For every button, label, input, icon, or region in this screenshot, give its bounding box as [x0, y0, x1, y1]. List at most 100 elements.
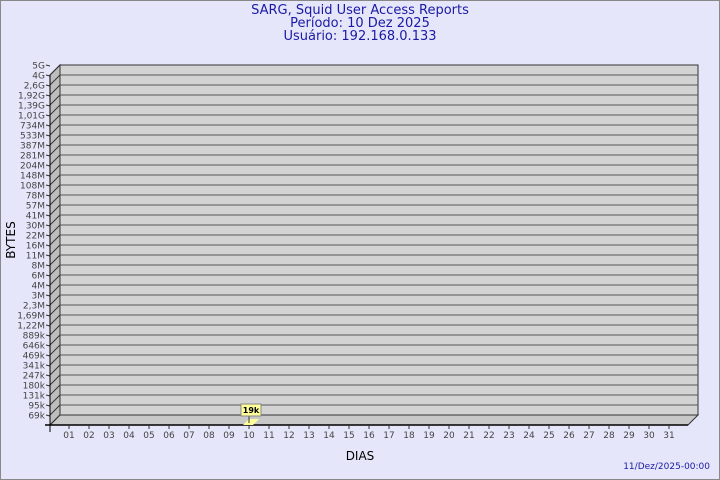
grid-diag — [49, 404, 61, 416]
x-tick-label: 21 — [463, 431, 474, 441]
x-tick-label: 27 — [583, 431, 594, 441]
grid-diag — [49, 94, 61, 106]
y-tick — [45, 264, 51, 267]
x-tick-label: 30 — [643, 431, 655, 441]
bar-label-box — [240, 403, 262, 417]
y-tick — [45, 224, 51, 227]
y-tick-label: 30M — [26, 222, 45, 232]
y-tick-label: 131k — [23, 392, 46, 402]
y-tick-label: 1,22M — [17, 322, 45, 332]
y-tick-label: 469k — [23, 352, 46, 362]
grid-diag — [49, 284, 61, 296]
grid-diag — [49, 134, 61, 146]
chart-period: Período: 10 Dez 2025 — [290, 16, 430, 31]
grid-diag — [49, 234, 61, 246]
y-tick-label: 646k — [23, 342, 46, 352]
bar — [243, 419, 259, 425]
y-tick-label: 180k — [23, 382, 46, 392]
y-tick-label: 204M — [20, 162, 45, 172]
grid-diag — [49, 304, 61, 316]
grid-diag — [49, 144, 61, 156]
chart-title: SARG, Squid User Access Reports — [251, 3, 469, 18]
grid-diag — [49, 374, 61, 386]
grid-diag — [49, 334, 61, 346]
y-tick — [45, 164, 51, 167]
y-tick-label: 5G — [32, 62, 45, 72]
x-tick-label: 10 — [243, 431, 255, 441]
x-tick-label: 15 — [343, 431, 354, 441]
x-tick-label: 24 — [523, 431, 535, 441]
y-tick — [45, 334, 51, 337]
y-tick-label: 533M — [20, 132, 45, 142]
x-tick-label: 31 — [663, 431, 674, 441]
x-tick-label: 22 — [483, 431, 494, 441]
side-wall — [49, 63, 61, 427]
y-tick-label: 3M — [32, 292, 46, 302]
x-axis-label: DIAS — [346, 449, 375, 463]
x-tick-label: 12 — [283, 431, 294, 441]
x-tick-label: 01 — [63, 431, 74, 441]
y-tick-label: 16M — [26, 242, 45, 252]
grid-diag — [49, 274, 61, 286]
y-tick — [45, 74, 51, 77]
y-tick — [45, 294, 51, 297]
x-tick-label: 13 — [303, 431, 314, 441]
y-tick — [45, 374, 51, 377]
y-tick — [45, 84, 51, 87]
y-tick-label: 4G — [32, 72, 45, 82]
y-tick-label: 78M — [26, 192, 45, 202]
y-tick — [45, 234, 51, 237]
y-tick — [45, 414, 51, 417]
y-tick-label: 2,3M — [23, 302, 45, 312]
y-tick-label: 6M — [32, 272, 46, 282]
grid-diag — [49, 344, 61, 356]
grid-diag — [49, 264, 61, 276]
y-tick — [45, 344, 51, 347]
grid-diag — [49, 84, 61, 96]
grid-diag — [49, 104, 61, 116]
y-tick — [45, 364, 51, 367]
y-tick — [45, 174, 51, 177]
y-tick — [45, 304, 51, 307]
chart-user: Usuário: 192.168.0.133 — [283, 29, 437, 44]
y-tick-label: 1,92G — [18, 92, 45, 102]
y-tick-label: 8M — [32, 262, 46, 272]
y-tick-label: 247k — [23, 372, 46, 382]
grid-diag — [49, 224, 61, 236]
y-tick-label: 341k — [23, 362, 46, 372]
y-tick — [45, 214, 51, 217]
y-tick-label: 11M — [26, 252, 45, 262]
grid-diag — [49, 184, 61, 196]
x-tick-label: 20 — [443, 431, 455, 441]
grid-diag — [49, 214, 61, 226]
y-tick — [45, 394, 51, 397]
y-tick — [45, 254, 51, 257]
x-tick-label: 05 — [143, 431, 154, 441]
x-tick-label: 04 — [123, 431, 135, 441]
y-tick — [45, 274, 51, 277]
grid-diag — [49, 324, 61, 336]
x-tick-label: 11 — [263, 431, 274, 441]
floor — [48, 414, 700, 426]
x-tick-label: 09 — [223, 431, 235, 441]
grid-diag — [49, 414, 61, 426]
bar-label: 19k — [243, 406, 260, 415]
x-tick-label: 06 — [163, 431, 175, 441]
y-tick-label: 95k — [28, 402, 45, 412]
grid-diag — [49, 194, 61, 206]
y-tick — [45, 194, 51, 197]
y-tick — [45, 114, 51, 117]
y-tick — [45, 184, 51, 187]
y-tick-label: 1,39G — [18, 102, 45, 112]
grid-diag — [49, 314, 61, 326]
y-tick — [45, 134, 51, 137]
y-tick-label: 22M — [26, 232, 45, 242]
y-tick-label: 281M — [20, 152, 45, 162]
x-tick-label: 29 — [623, 431, 635, 441]
y-tick-label: 41M — [26, 212, 45, 222]
grid-diag — [49, 114, 61, 126]
x-tick-label: 26 — [563, 431, 575, 441]
back-wall — [59, 64, 699, 416]
grid-diag — [49, 394, 61, 406]
